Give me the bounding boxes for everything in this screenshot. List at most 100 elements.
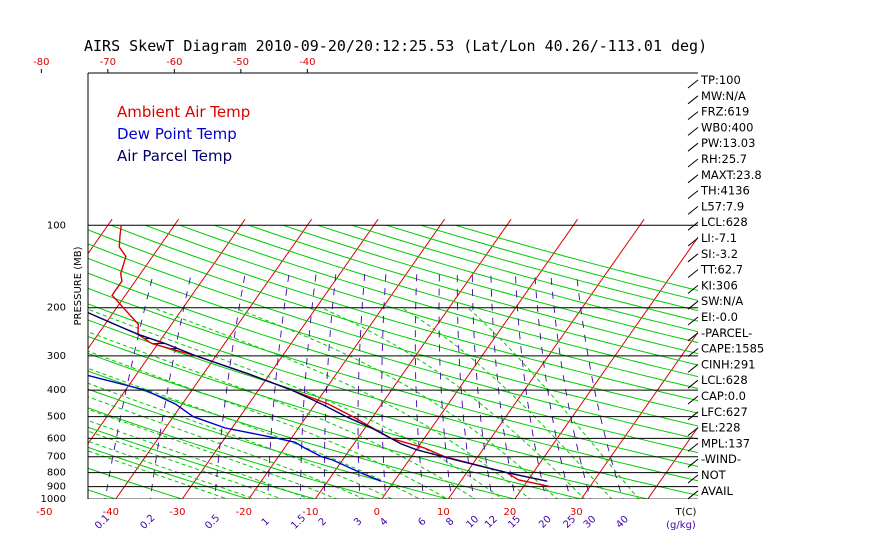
moist-adiabat-line — [88, 367, 421, 499]
mixing-ratio-label: 30 — [582, 514, 599, 531]
stats-tick — [687, 237, 699, 247]
dry-adiabat-line — [214, 224, 698, 366]
pressure-tick-label: 700 — [47, 452, 66, 463]
top-temp-label: -50 — [233, 57, 249, 68]
bottom-temp-label: 0 — [374, 507, 380, 518]
stats-tick — [687, 190, 699, 199]
legend-entry: Air Parcel Temp — [117, 147, 232, 165]
isotherm-line — [88, 218, 180, 350]
isotherm-line — [314, 218, 512, 499]
dry-adiabat-line — [88, 407, 384, 499]
pressure-tick-label: 400 — [47, 385, 66, 396]
stat-entry: LCL:628 — [701, 373, 748, 387]
dry-adiabat-line — [88, 335, 650, 499]
stats-tick — [687, 490, 699, 500]
mixing-ratio-label: 8 — [444, 516, 456, 528]
stats-tick — [687, 174, 699, 184]
pressure-tick-label: 300 — [47, 351, 66, 362]
dry-adiabat-line — [88, 229, 698, 414]
stat-entry: KI:306 — [701, 278, 738, 292]
stats-tick — [687, 427, 699, 436]
dry-adiabat-line — [88, 272, 698, 454]
dry-adiabat-line — [88, 352, 583, 499]
chart-title: AIRS SkewT Diagram 2010-09-20/20:12:25.5… — [84, 37, 707, 55]
parcel-temp-line — [88, 311, 548, 482]
pressure-tick-label: 800 — [47, 468, 66, 479]
dry-adiabat-line — [88, 257, 698, 440]
stat-entry: FRZ:619 — [701, 105, 749, 119]
dry-adiabat-line — [88, 287, 698, 468]
stat-entry: MAXT:23.8 — [701, 168, 762, 182]
pressure-tick-label: 200 — [47, 303, 66, 314]
mixing-ratio-label: 10 — [464, 514, 481, 531]
moist-adiabat-line — [467, 307, 640, 499]
stats-tick — [687, 443, 699, 452]
top-temp-label: -70 — [100, 57, 116, 68]
moist-adiabat-line — [233, 307, 559, 499]
pressure-tick-label: 500 — [47, 412, 66, 423]
stats-tick — [687, 474, 699, 484]
stat-entry: WB0:400 — [701, 120, 753, 134]
temp-unit-label: T(C) — [675, 507, 697, 518]
stats-tick — [687, 253, 699, 263]
mixing-ratio-label: 1 — [260, 516, 272, 528]
stats-tick — [687, 158, 699, 168]
stat-entry: MW:N/A — [701, 89, 746, 103]
isotherm-line — [777, 219, 870, 505]
moist-adiabat-line — [88, 450, 230, 499]
stat-entry: TP:100 — [700, 73, 741, 87]
stat-entry: CINH:291 — [701, 357, 756, 371]
bottom-temp-label: 10 — [437, 507, 450, 518]
dry-adiabat-line — [455, 224, 698, 292]
legend-entry: Dew Point Temp — [117, 125, 237, 143]
stats-tick — [687, 269, 699, 278]
isotherm-line — [647, 426, 698, 499]
dry-adiabat-line — [179, 224, 698, 378]
isotherm-line — [580, 331, 698, 499]
pressure-tick-label: 600 — [47, 433, 66, 444]
stat-entry: -PARCEL- — [701, 326, 752, 340]
dry-adiabat-line — [317, 224, 698, 333]
isotherm-line — [0, 219, 46, 505]
stat-entry: EI:-0.0 — [701, 310, 738, 324]
top-temp-label: -60 — [166, 57, 182, 68]
stats-tick — [687, 332, 699, 342]
mixing-ratio-label: 0.2 — [138, 513, 157, 532]
moist-adiabat-line — [88, 308, 504, 499]
isotherm-line — [115, 218, 313, 499]
stats-tick — [687, 316, 699, 326]
dewpoint-line — [88, 374, 382, 482]
moist-adiabat-line — [88, 440, 257, 499]
stats-tick — [687, 364, 699, 373]
bottom-temp-label: -30 — [169, 507, 185, 518]
pressure-tick-label: 100 — [47, 220, 66, 231]
stats-tick — [687, 79, 699, 89]
dry-adiabat-line — [420, 224, 698, 301]
moist-adiabat-line — [321, 307, 586, 499]
stats-tick — [687, 142, 699, 152]
stat-entry: RH:25.7 — [701, 152, 747, 166]
stat-entry: PW:13.03 — [701, 136, 755, 150]
legend: Ambient Air Temp Dew Point Temp Air Parcel… — [117, 103, 250, 165]
moist-adiabat-line — [88, 396, 366, 499]
mixing-ratio-label: 6 — [416, 516, 428, 528]
isotherm-line — [88, 218, 246, 445]
isotherm-line — [181, 218, 379, 499]
moist-adiabat-line — [88, 419, 311, 499]
bottom-temp-label: -50 — [36, 507, 52, 518]
dry-adiabat-line — [88, 489, 117, 499]
bottom-temp-label: -10 — [302, 507, 318, 518]
dry-adiabat-line — [88, 467, 184, 499]
mixing-ratio-label: 40 — [614, 514, 631, 531]
moist-adiabat-line — [88, 382, 394, 499]
isotherm-line — [514, 236, 698, 499]
dry-adiabat-line — [88, 370, 517, 499]
stats-tick — [687, 95, 699, 105]
stats-tick — [687, 300, 699, 310]
mixing-ratio-unit: (g/kg) — [666, 520, 696, 531]
moist-adiabat-line — [401, 307, 613, 499]
mixing-ratio-label: 20 — [537, 514, 554, 531]
mixing-ratio-label: 2 — [317, 516, 329, 528]
